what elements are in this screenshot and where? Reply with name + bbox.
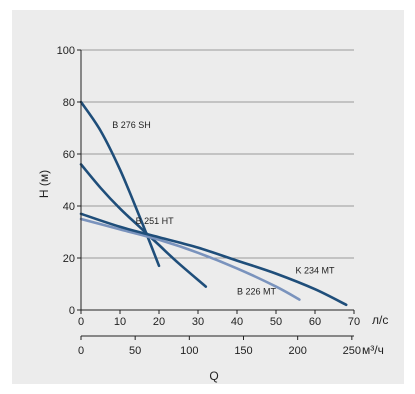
tick-labels: 0 20 40 60 80 100 0 10 20 30 40 50 60 70 0 50 100 150 200 2… bbox=[57, 45, 361, 357]
y-tick-label: 0 bbox=[69, 305, 75, 317]
x-tick-label: 50 bbox=[270, 316, 282, 328]
y-tick-label: 60 bbox=[63, 149, 75, 161]
grid-lines bbox=[81, 49, 354, 259]
y-tick-label: 20 bbox=[63, 253, 75, 265]
x2-tick-label: 50 bbox=[129, 345, 141, 357]
curve-label: K 234 MT bbox=[296, 266, 336, 276]
performance-curves bbox=[79, 100, 348, 307]
curve-k-234-mt bbox=[79, 212, 348, 307]
x-tick-label: 0 bbox=[78, 316, 84, 328]
x-tick-label: 60 bbox=[309, 316, 321, 328]
x2-tick-label: 100 bbox=[180, 345, 198, 357]
y-tick-label: 80 bbox=[63, 97, 75, 109]
curve-b-226-mt bbox=[79, 217, 301, 301]
x2-tick-label: 200 bbox=[288, 345, 306, 357]
x-axis-title: Q bbox=[209, 369, 218, 383]
primary-x-unit: л/с bbox=[372, 313, 388, 327]
axes bbox=[80, 50, 354, 337]
curve-label: B 226 MT bbox=[237, 286, 277, 296]
chart-card bbox=[12, 10, 404, 384]
x2-tick-label: 150 bbox=[234, 345, 252, 357]
x2-tick-label: 0 bbox=[78, 345, 84, 357]
curve-b-251-ht bbox=[79, 163, 208, 288]
y-axis-title: H (м) bbox=[37, 170, 51, 198]
tick-marks bbox=[77, 49, 355, 340]
x-tick-label: 20 bbox=[153, 316, 165, 328]
x-tick-label: 70 bbox=[348, 316, 360, 328]
secondary-x-unit: м³/ч bbox=[362, 343, 384, 357]
x-tick-label: 10 bbox=[114, 316, 126, 328]
x-tick-label: 40 bbox=[231, 316, 243, 328]
curve-label: B 276 SH bbox=[112, 120, 151, 130]
y-tick-label: 100 bbox=[57, 45, 75, 57]
x2-tick-label: 250 bbox=[343, 345, 361, 357]
y-tick-label: 40 bbox=[63, 201, 75, 213]
curve-labels: B 276 SH B 251 HT B 226 MT K 234 MT bbox=[112, 120, 335, 296]
x-tick-label: 30 bbox=[192, 316, 204, 328]
curve-label: B 251 HT bbox=[136, 216, 175, 226]
